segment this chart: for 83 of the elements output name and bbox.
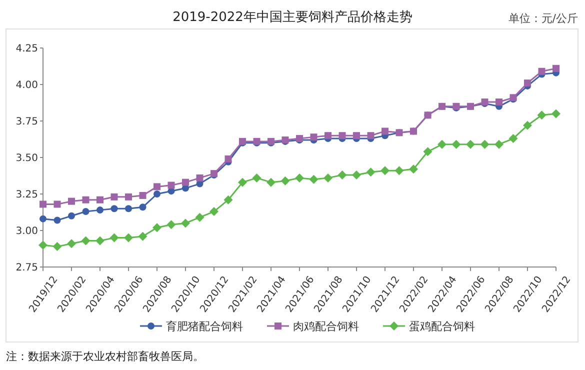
- point: [382, 128, 388, 135]
- y-tick-label: 3.00: [16, 226, 38, 237]
- point: [380, 166, 390, 176]
- point: [496, 98, 502, 106]
- point: [40, 215, 46, 222]
- point: [280, 176, 290, 186]
- legend-label: 蛋鸡配合饲料: [409, 320, 475, 333]
- y-tick-label: 4.25: [16, 44, 38, 54]
- point: [52, 242, 62, 252]
- point: [68, 212, 75, 220]
- y-tick-label: 3.50: [16, 153, 38, 164]
- point: [537, 110, 546, 120]
- point: [409, 164, 418, 174]
- point: [224, 195, 233, 204]
- point: [82, 196, 90, 204]
- point: [367, 132, 374, 140]
- legend-label: 肉鸡配合饲料: [293, 320, 359, 333]
- point: [309, 174, 318, 184]
- point: [181, 218, 190, 228]
- annotation: 注：数据来源于农业农村部畜牧兽医局。: [6, 350, 204, 363]
- point: [81, 236, 90, 246]
- point: [82, 208, 90, 216]
- point: [452, 140, 461, 149]
- point: [54, 200, 61, 208]
- point: [195, 212, 204, 222]
- point: [152, 223, 162, 232]
- point: [38, 240, 48, 250]
- point: [168, 188, 175, 195]
- point: [266, 178, 276, 187]
- point: [238, 178, 247, 187]
- point: [324, 132, 332, 140]
- point: [96, 196, 104, 204]
- point: [252, 173, 262, 182]
- point: [154, 183, 160, 190]
- point: [423, 147, 432, 156]
- point: [224, 155, 232, 162]
- point: [67, 239, 76, 248]
- point: [166, 220, 176, 230]
- point: [138, 232, 148, 241]
- point: [352, 170, 361, 180]
- point: [139, 192, 146, 199]
- point: [353, 132, 360, 140]
- point: [552, 109, 560, 118]
- title: 2019-2022年中国主要饲料产品价格走势: [172, 10, 412, 25]
- point: [54, 216, 61, 224]
- point: [552, 64, 560, 72]
- point: [508, 134, 518, 144]
- point: [310, 134, 318, 141]
- point: [494, 140, 504, 149]
- point: [125, 205, 132, 212]
- point: [110, 193, 118, 200]
- point: [324, 173, 332, 182]
- point: [168, 182, 175, 189]
- point: [124, 233, 133, 242]
- y-tick-label: 2.75: [16, 262, 38, 274]
- point: [96, 236, 104, 246]
- point: [480, 140, 490, 149]
- point: [523, 120, 532, 130]
- point: [466, 140, 475, 149]
- y-tick-label: 3.75: [16, 116, 38, 128]
- point: [139, 204, 146, 211]
- point: [394, 166, 404, 176]
- point: [68, 198, 75, 205]
- point: [125, 193, 132, 200]
- point: [295, 173, 304, 182]
- point: [366, 168, 376, 177]
- point: [182, 178, 189, 186]
- point: [96, 206, 104, 214]
- point: [40, 200, 46, 208]
- legend-label: 育肥猪配合饲料: [166, 320, 243, 333]
- point: [338, 170, 347, 180]
- point: [538, 68, 546, 75]
- point: [210, 207, 218, 216]
- point: [154, 190, 160, 198]
- point: [524, 80, 531, 87]
- point: [338, 132, 346, 140]
- point: [438, 140, 446, 149]
- y-tick-label: 4.00: [16, 80, 38, 91]
- point: [110, 233, 119, 242]
- y-tick-label: 3.25: [16, 190, 38, 200]
- annotation: 单位：元/公斤: [508, 12, 578, 25]
- point: [110, 205, 118, 212]
- point: [196, 174, 204, 182]
